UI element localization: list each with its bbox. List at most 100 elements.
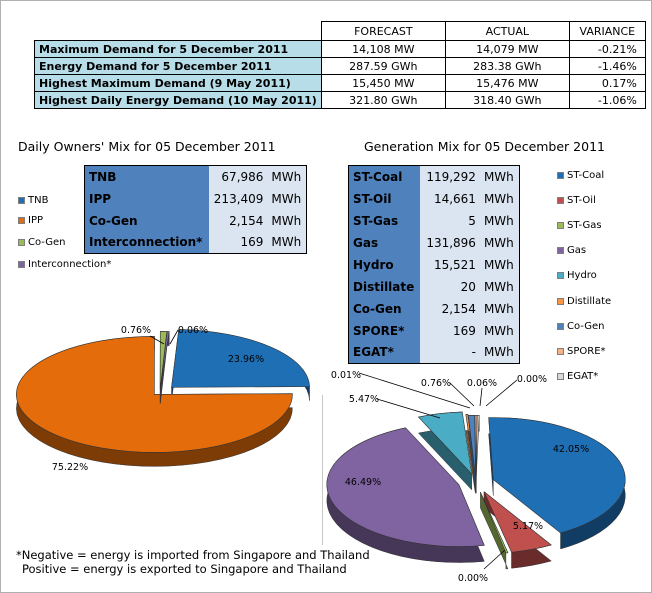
legend-swatch bbox=[557, 298, 564, 305]
pie-slice-top bbox=[16, 336, 293, 453]
summary-corner-cell bbox=[34, 21, 322, 41]
generation-unit: MWh bbox=[479, 253, 520, 276]
generation-source: ST-Oil bbox=[348, 187, 421, 210]
pie-slice-top bbox=[417, 411, 473, 475]
pie-label-leader bbox=[483, 549, 506, 570]
owners-value: 67,986 bbox=[208, 165, 268, 188]
generation-source: Distillate bbox=[348, 275, 421, 298]
pie-slice-top bbox=[171, 329, 310, 388]
pie-slice-top bbox=[488, 417, 626, 534]
legend-item: Hydro bbox=[557, 270, 597, 281]
summary-header-row: FORECAST ACTUAL VARIANCE bbox=[34, 21, 646, 41]
pie-slice bbox=[483, 491, 552, 569]
generation-value: - bbox=[420, 341, 480, 364]
generation-source: Co-Gen bbox=[348, 297, 421, 320]
generation-mix-table: ST-Coal 119,292 MWh ST-Oil 14,661 MWh ST-Gas… bbox=[348, 165, 520, 364]
owners-value: 213,409 bbox=[208, 187, 268, 210]
generation-value: 119,292 bbox=[420, 165, 480, 188]
legend-swatch bbox=[557, 172, 564, 179]
legend-label: ST-Oil bbox=[567, 195, 596, 206]
owners-unit: MWh bbox=[267, 187, 307, 210]
generation-value: 169 bbox=[420, 319, 480, 342]
owners-pie-chart: 23.96% 75.22% 0.76% 0.06% bbox=[16, 325, 310, 473]
owners-source: Interconnection* bbox=[84, 231, 209, 254]
generation-source: Hydro bbox=[348, 253, 421, 276]
legend-item: IPP bbox=[18, 215, 43, 226]
summary-actual: 14,079 MW bbox=[444, 40, 570, 58]
legend-swatch bbox=[557, 348, 564, 355]
owners-mix-table: TNB 67,986 MWh IPP 213,409 MWh Co-Gen 2,154 MW… bbox=[84, 165, 307, 254]
generation-row: Gas 131,896 MWh bbox=[348, 231, 520, 254]
demand-summary-table: FORECAST ACTUAL VARIANCE Maximum Demand … bbox=[34, 21, 646, 109]
generation-row: ST-Oil 14,661 MWh bbox=[348, 187, 520, 210]
legend-label: Co-Gen bbox=[28, 237, 66, 248]
generation-unit: MWh bbox=[479, 231, 520, 254]
summary-actual: 283.38 GWh bbox=[444, 57, 570, 75]
legend-label: TNB bbox=[28, 195, 49, 206]
generation-source: SPORE* bbox=[348, 319, 421, 342]
legend-swatch bbox=[557, 373, 564, 380]
pie-data-label: 0.76% bbox=[121, 325, 151, 336]
generation-unit: MWh bbox=[479, 165, 520, 188]
generation-value: 131,896 bbox=[420, 231, 480, 254]
pie-label-leader bbox=[479, 387, 483, 407]
pie-data-label: 23.96% bbox=[228, 354, 264, 365]
legend-swatch bbox=[557, 247, 564, 254]
legend-label: Distillate bbox=[567, 296, 612, 307]
legend-swatch bbox=[18, 261, 25, 268]
generation-row: ST-Coal 119,292 MWh bbox=[348, 165, 520, 188]
legend-item: ST-Oil bbox=[557, 195, 596, 206]
pie-label-leader bbox=[376, 398, 441, 419]
pie-data-label: 46.49% bbox=[345, 477, 381, 488]
footnote: *Negative = energy is imported from Sing… bbox=[16, 548, 370, 576]
pie-label-leader bbox=[449, 382, 475, 407]
pie-slice-top bbox=[480, 491, 509, 554]
pie-label-leader bbox=[358, 372, 471, 409]
legend-label: IPP bbox=[28, 215, 44, 226]
footnote-line-2: Positive = energy is exported to Singapo… bbox=[22, 562, 347, 576]
header-actual: ACTUAL bbox=[444, 21, 570, 41]
generation-unit: MWh bbox=[479, 187, 520, 210]
generation-pie-chart: 42.05% 5.17% 0.00% 46.49% 5.47% 0.01% 0.76% 0.0… bbox=[326, 370, 626, 584]
summary-forecast: 321.80 GWh bbox=[320, 91, 446, 109]
legend-item: Gas bbox=[557, 245, 586, 256]
pie-slice bbox=[480, 491, 509, 570]
legend-item: SPORE* bbox=[557, 346, 606, 357]
owners-row: Interconnection* 169 MWh bbox=[84, 231, 307, 254]
generation-unit: MWh bbox=[479, 341, 520, 364]
summary-forecast: 287.59 GWh bbox=[320, 57, 446, 75]
legend-item: TNB bbox=[18, 195, 48, 206]
legend-swatch bbox=[18, 217, 25, 224]
generation-row: Hydro 15,521 MWh bbox=[348, 253, 520, 276]
summary-row-label: Highest Daily Energy Demand (10 May 2011… bbox=[34, 91, 322, 109]
owners-unit: MWh bbox=[267, 209, 307, 232]
generation-value: 14,661 bbox=[420, 187, 480, 210]
pie-data-label: 5.47% bbox=[349, 394, 379, 405]
owners-value: 2,154 bbox=[208, 209, 268, 232]
summary-row: Maximum Demand for 5 December 2011 14,10… bbox=[34, 40, 646, 58]
owners-row: Co-Gen 2,154 MWh bbox=[84, 209, 307, 232]
pie-data-label: 0.76% bbox=[421, 378, 451, 389]
pie-slice-top bbox=[160, 331, 170, 390]
pie-data-label: 0.01% bbox=[331, 370, 361, 381]
legend-label: Interconnection* bbox=[28, 259, 112, 270]
summary-row: Energy Demand for 5 December 2011 287.59… bbox=[34, 57, 646, 75]
legend-swatch bbox=[557, 197, 564, 204]
pie-slice-top bbox=[468, 415, 476, 478]
legend-item: ST-Coal bbox=[557, 170, 604, 181]
owners-source: TNB bbox=[84, 165, 209, 188]
generation-value: 5 bbox=[420, 209, 480, 232]
owners-value: 169 bbox=[208, 231, 268, 254]
header-forecast: FORECAST bbox=[320, 21, 446, 41]
summary-row-label: Energy Demand for 5 December 2011 bbox=[34, 57, 322, 75]
pie-slice bbox=[171, 329, 310, 402]
generation-unit: MWh bbox=[479, 297, 520, 320]
pie-slice bbox=[488, 417, 626, 550]
summary-forecast: 14,108 MW bbox=[320, 40, 446, 58]
pie-label-leader bbox=[149, 335, 165, 345]
legend-label: SPORE* bbox=[567, 346, 606, 357]
generation-unit: MWh bbox=[479, 209, 520, 232]
generation-row: Co-Gen 2,154 MWh bbox=[348, 297, 520, 320]
generation-source: Gas bbox=[348, 231, 421, 254]
